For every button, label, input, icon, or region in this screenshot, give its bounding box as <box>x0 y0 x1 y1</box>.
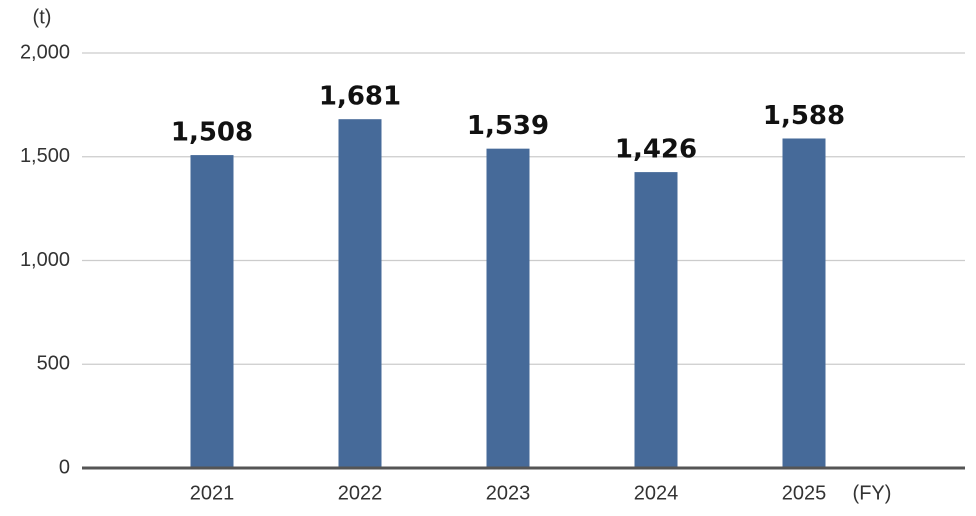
data-label: 1,681 <box>319 82 401 112</box>
data-label: 1,508 <box>171 118 253 148</box>
data-label: 1,539 <box>467 111 549 141</box>
y-tick-label: 1,000 <box>20 249 70 271</box>
data-label: 1,426 <box>615 135 697 165</box>
x-unit: (FY) <box>853 482 892 504</box>
x-tick-label: 2025 <box>782 482 827 504</box>
bar <box>634 172 678 469</box>
y-tick-label: 500 <box>37 353 70 375</box>
data-label: 1,588 <box>763 101 845 131</box>
y-unit: (t) <box>33 6 52 28</box>
y-tick-label: 1,500 <box>20 145 70 167</box>
bar <box>338 119 382 468</box>
bar <box>486 148 530 468</box>
x-tick-label: 2022 <box>338 482 383 504</box>
y-tick-label: 0 <box>59 456 70 478</box>
x-tick-label: 2021 <box>190 482 235 504</box>
bar <box>190 155 234 468</box>
bar <box>782 138 826 469</box>
y-tick-label: 2,000 <box>20 41 70 63</box>
x-tick-label: 2024 <box>634 482 679 504</box>
x-tick-label: 2023 <box>486 482 531 504</box>
